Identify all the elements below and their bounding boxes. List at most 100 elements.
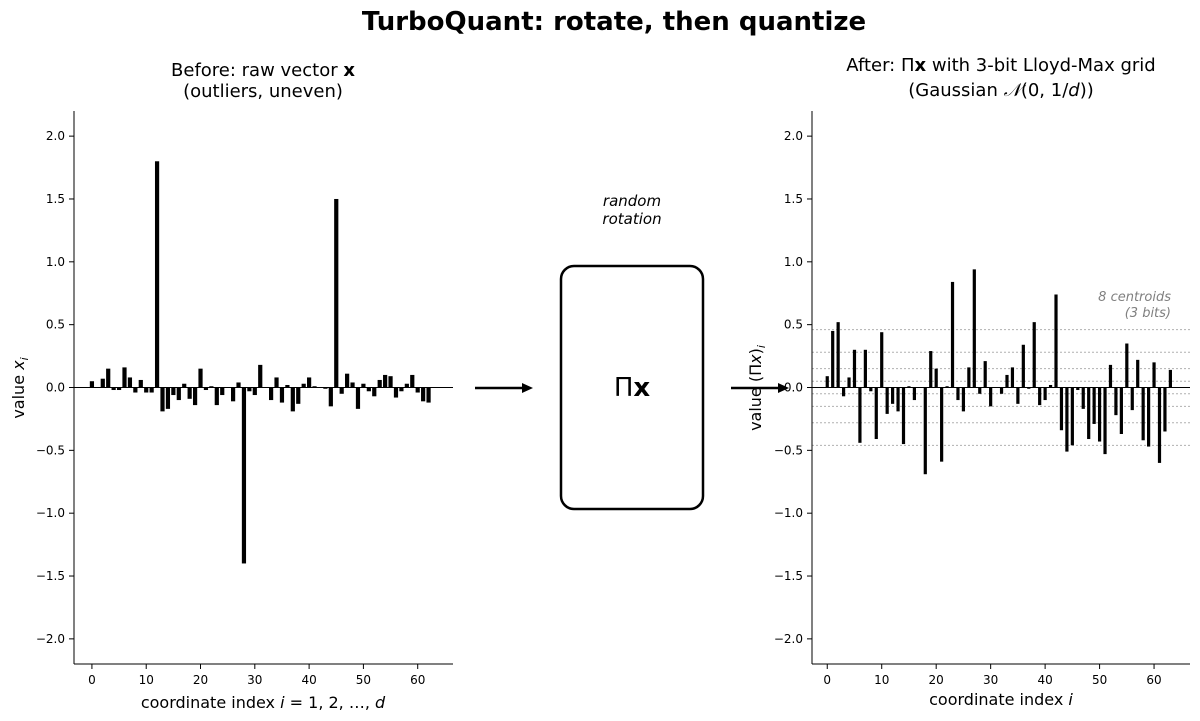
- bar: [171, 387, 176, 396]
- bar: [912, 387, 916, 401]
- bar: [1141, 387, 1145, 441]
- x-tick-label: 30: [983, 673, 998, 687]
- x-tick-label: 10: [874, 673, 889, 687]
- bar: [366, 387, 371, 392]
- bar: [1097, 387, 1102, 442]
- bar: [950, 281, 955, 388]
- y-tick-label: 1.0: [784, 255, 803, 269]
- bar: [1081, 387, 1085, 409]
- bar: [841, 387, 846, 397]
- bar: [847, 377, 851, 388]
- bar: [1147, 387, 1151, 447]
- bar: [836, 322, 840, 388]
- bar: [165, 387, 171, 409]
- bar: [1119, 387, 1123, 435]
- x-tick-label: 0: [823, 673, 831, 687]
- arrow-box-to-right: [731, 383, 789, 393]
- bar: [1136, 359, 1140, 388]
- bar: [999, 387, 1004, 394]
- bar: [192, 387, 198, 406]
- bar: [891, 387, 895, 404]
- rotation-panel: random rotation Πx: [475, 192, 789, 511]
- bar: [388, 376, 393, 388]
- bar: [106, 368, 111, 388]
- bar: [1016, 387, 1020, 404]
- bar: [116, 387, 122, 391]
- bar: [247, 387, 252, 392]
- bar: [825, 376, 829, 388]
- bar: [328, 387, 333, 407]
- x-tick-label: 50: [1092, 673, 1107, 687]
- right-title-line1: After: Πx with 3-bit Lloyd-Max grid: [846, 55, 1155, 76]
- bar: [831, 330, 835, 388]
- y-tick-label: 0.5: [46, 318, 65, 332]
- rotation-box-label: Πx: [614, 373, 651, 403]
- bar: [983, 361, 987, 388]
- bar: [852, 349, 857, 388]
- x-tick-label: 60: [1146, 673, 1161, 687]
- bar: [934, 368, 938, 388]
- bar: [972, 269, 976, 388]
- left-y-axis-label: value xi: [9, 357, 31, 418]
- bar: [1108, 364, 1113, 388]
- y-tick-label: 2.0: [46, 129, 65, 143]
- bar: [967, 367, 971, 388]
- bar: [978, 387, 982, 394]
- bar: [100, 378, 105, 388]
- bar: [350, 382, 355, 388]
- y-tick-label: 0.0: [784, 381, 803, 395]
- bar: [994, 387, 998, 388]
- rotation-label-line1: random: [603, 192, 661, 210]
- panel-before: Before: raw vector x (outliers, uneven) …: [9, 60, 453, 712]
- bar: [863, 349, 867, 388]
- bar: [431, 387, 437, 388]
- bar: [956, 387, 960, 401]
- bar: [317, 387, 323, 388]
- bar: [285, 384, 290, 388]
- bar: [1048, 384, 1053, 388]
- bar: [1054, 294, 1058, 388]
- bar: [1087, 387, 1091, 440]
- bar: [907, 386, 911, 388]
- bar: [220, 387, 225, 396]
- x-tick-label: 40: [301, 673, 316, 687]
- right-x-axis-label: coordinate index i: [929, 690, 1073, 709]
- bar: [263, 387, 268, 388]
- rotation-label-line2: rotation: [602, 210, 661, 228]
- bar: [1130, 387, 1134, 411]
- bar: [154, 161, 160, 388]
- centroid-note-line1: 8 centroids: [1098, 290, 1171, 305]
- bar: [122, 367, 127, 388]
- bar: [885, 387, 889, 414]
- bar: [138, 379, 143, 388]
- x-tick-label: 60: [410, 673, 425, 687]
- bar: [149, 387, 154, 393]
- bar: [1076, 387, 1080, 391]
- bar: [1059, 387, 1064, 431]
- figure-title: TurboQuant: rotate, then quantize: [362, 7, 866, 37]
- bar: [236, 382, 241, 388]
- bar: [1103, 387, 1107, 455]
- bar: [230, 387, 236, 402]
- bar: [858, 387, 862, 443]
- x-tick-label: 20: [929, 673, 944, 687]
- left-bars: [89, 161, 437, 564]
- bar: [296, 387, 301, 404]
- bar: [896, 387, 900, 412]
- bar: [1092, 387, 1096, 424]
- y-tick-label: −0.5: [774, 443, 803, 457]
- bar: [372, 387, 377, 397]
- right-bars: [825, 269, 1172, 475]
- bar: [214, 387, 219, 406]
- rotation-box: [559, 264, 705, 511]
- bar: [1021, 344, 1025, 388]
- bar: [274, 377, 279, 388]
- y-tick-label: 0.5: [784, 318, 803, 332]
- right-y-axis-label: value (Πx)i: [746, 345, 768, 431]
- bar: [133, 387, 138, 393]
- bar: [301, 383, 306, 388]
- left-title-line2: (outliers, uneven): [183, 81, 343, 102]
- bar: [1125, 343, 1129, 388]
- panel-after: After: Πx with 3-bit Lloyd-Max grid (Gau…: [746, 55, 1190, 709]
- bar: [269, 387, 274, 401]
